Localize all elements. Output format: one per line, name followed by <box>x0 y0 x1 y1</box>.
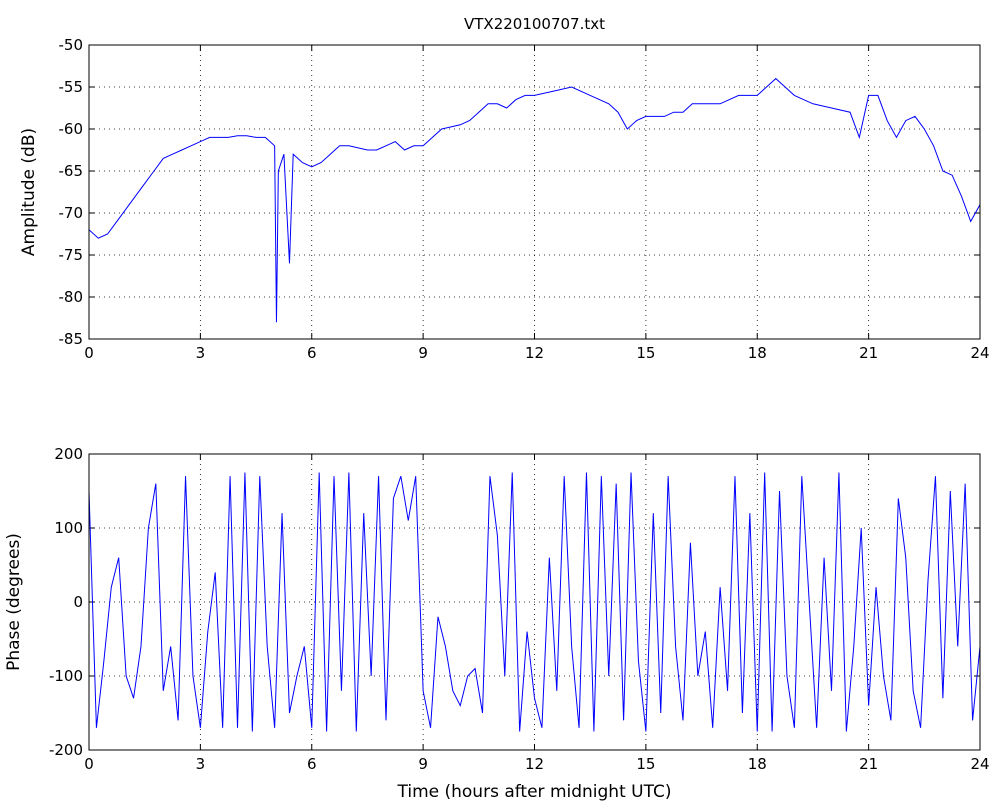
y-tick-label: 100 <box>54 519 83 537</box>
y-tick-label: -55 <box>59 78 84 96</box>
y-axis-label: Phase (degrees) <box>4 533 24 671</box>
x-tick-label: 21 <box>859 755 878 773</box>
x-tick-label: 9 <box>418 344 428 362</box>
y-axis-label: Amplitude (dB) <box>19 128 39 256</box>
y-tick-label: 0 <box>73 593 83 611</box>
plot-frame <box>88 453 981 751</box>
chart-title: VTX220100707.txt <box>464 15 605 33</box>
x-tick-label: 24 <box>970 344 989 362</box>
x-tick-label: 12 <box>525 755 544 773</box>
x-tick-label: 0 <box>84 755 94 773</box>
y-tick-label: -60 <box>59 120 84 138</box>
plot-frame <box>88 44 981 340</box>
y-tick-label: -100 <box>49 667 83 685</box>
x-tick-label: 18 <box>748 755 767 773</box>
x-tick-label: 24 <box>970 755 989 773</box>
y-tick-label: -80 <box>59 288 84 306</box>
x-tick-label: 15 <box>636 755 655 773</box>
x-tick-label: 6 <box>307 755 317 773</box>
y-tick-label: -200 <box>49 741 83 759</box>
y-tick-label: -50 <box>59 36 84 54</box>
x-tick-label: 3 <box>196 344 206 362</box>
x-tick-label: 12 <box>525 344 544 362</box>
x-tick-label: 9 <box>418 755 428 773</box>
y-tick-label: -65 <box>59 162 84 180</box>
x-tick-label: 18 <box>748 344 767 362</box>
data-line <box>88 77 981 323</box>
data-line <box>88 472 981 732</box>
y-tick-label: -75 <box>59 246 84 264</box>
y-tick-label: -85 <box>59 330 84 348</box>
x-tick-label: 0 <box>84 344 94 362</box>
y-tick-label: 200 <box>54 445 83 463</box>
x-tick-label: 6 <box>307 344 317 362</box>
plot-area <box>89 45 980 339</box>
y-tick-label: -70 <box>59 204 84 222</box>
x-tick-label: 15 <box>636 344 655 362</box>
x-tick-label: 21 <box>859 344 878 362</box>
x-tick-label: 3 <box>196 755 206 773</box>
x-axis-label: Time (hours after midnight UTC) <box>396 782 671 802</box>
